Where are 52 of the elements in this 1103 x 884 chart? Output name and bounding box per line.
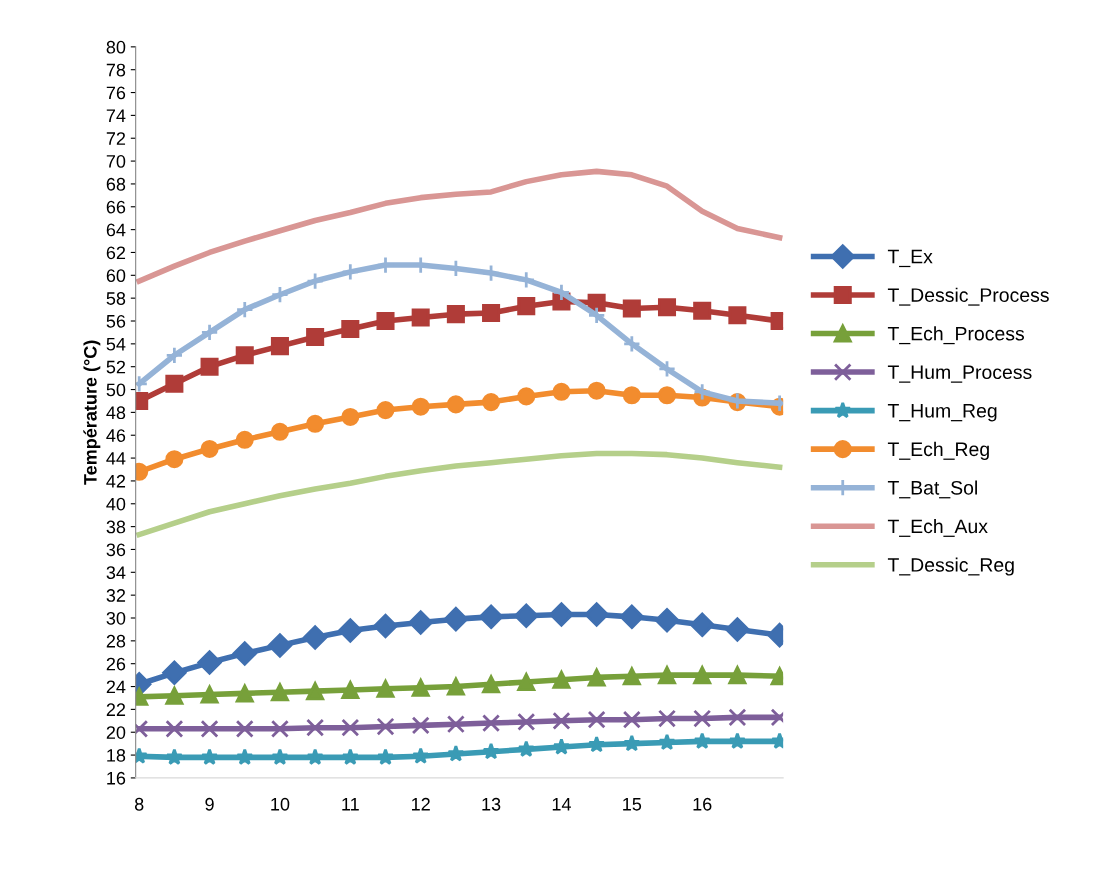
y-tick-label: 68 <box>106 177 126 191</box>
y-tick-label: 60 <box>106 269 126 283</box>
x-tick-label: 12 <box>412 797 430 811</box>
y-axis-title: Température (°C) <box>83 340 101 485</box>
x-tick-label: 14 <box>552 798 571 811</box>
legend-label: T_Ech_Process <box>887 326 1025 345</box>
y-tick-label: 56 <box>106 314 126 328</box>
legend-label: T_Ech_Aux <box>887 518 988 537</box>
y-tick-label: 34 <box>106 566 126 580</box>
y-tick-label: 70 <box>106 155 126 168</box>
legend-label: T_Dessic_Reg <box>887 557 1014 576</box>
y-tick-label: 44 <box>106 452 126 465</box>
y-tick-label: 22 <box>106 703 126 716</box>
legend-label: T_Bat_Sol <box>887 480 977 499</box>
y-tick-label: 46 <box>106 429 126 442</box>
y-tick-label: 58 <box>106 292 126 305</box>
x-tick-label: 13 <box>482 797 501 811</box>
y-tick-label: 40 <box>106 497 126 511</box>
y-tick-label: 76 <box>106 86 126 100</box>
x-tick-label: 9 <box>205 797 214 811</box>
y-tick-label: 78 <box>106 63 126 77</box>
y-tick-label: 52 <box>106 360 126 374</box>
y-tick-label: 24 <box>106 680 126 694</box>
y-tick-label: 72 <box>106 132 126 145</box>
y-tick-label: 64 <box>106 223 126 237</box>
x-tick-label: 16 <box>693 797 712 811</box>
y-tick-label: 54 <box>106 337 126 351</box>
y-tick-label: 74 <box>106 109 126 122</box>
y-tick-label: 26 <box>106 657 126 671</box>
y-tick-label: 38 <box>106 520 126 534</box>
y-tick-label: 42 <box>106 474 126 488</box>
legend-label: T_Hum_Process <box>887 365 1032 383</box>
y-tick-label: 30 <box>106 611 126 625</box>
x-tick-label: 15 <box>623 798 642 811</box>
x-tick-label: 11 <box>342 798 359 811</box>
y-tick-label: 48 <box>106 406 126 420</box>
y-tick-label: 50 <box>106 383 126 397</box>
y-tick-label: 80 <box>106 40 126 54</box>
y-tick-label: 66 <box>106 200 126 214</box>
y-tick-label: 16 <box>107 771 126 785</box>
x-tick-label: 10 <box>271 797 290 811</box>
y-tick-label: 18 <box>107 749 126 762</box>
legend-label: T_Hum_Reg <box>887 404 997 422</box>
y-tick-label: 36 <box>106 543 126 557</box>
y-tick-label: 62 <box>106 246 126 260</box>
y-tick-label: 20 <box>106 726 126 739</box>
legend-label: T_Ex <box>887 249 933 268</box>
y-tick-label: 28 <box>106 634 126 648</box>
x-tick-label: 8 <box>134 797 144 811</box>
legend-label: T_Ech_Reg <box>887 441 989 460</box>
legend-label: T_Dessic_Process <box>887 287 1049 306</box>
y-tick-label: 32 <box>106 589 126 602</box>
